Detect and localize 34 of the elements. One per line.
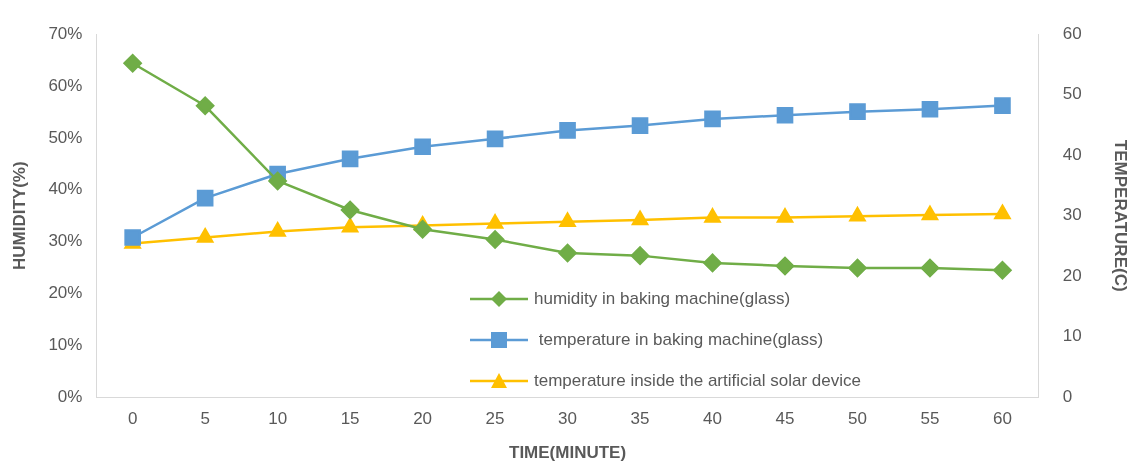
y-tick-label: 0% — [57, 386, 83, 406]
x-tick-label: 10 — [268, 409, 288, 429]
legend-label: humidity in baking machine(glass) — [534, 288, 791, 309]
x-tick-label: 45 — [775, 409, 795, 429]
y-tick-label: 20% — [48, 283, 83, 303]
x-tick-label: 25 — [485, 409, 505, 429]
x-tick-label: 55 — [920, 409, 940, 429]
y2-axis-title: TEMPERATURE(C) — [1111, 139, 1131, 292]
y-tick-label: 10% — [48, 335, 83, 355]
x-tick-label: 40 — [703, 409, 722, 429]
x-tick-label: 20 — [413, 409, 433, 429]
y2-tick-label: 30 — [1062, 205, 1082, 225]
legend-label: temperature in baking machine(glass) — [537, 329, 824, 350]
y2-tick-label: 50 — [1062, 84, 1082, 104]
x-tick-label: 50 — [848, 409, 867, 429]
x-tick-label: 0 — [127, 409, 138, 429]
y2-tick-label: 60 — [1062, 23, 1082, 43]
y2-tick-label: 40 — [1062, 144, 1082, 164]
y-tick-label: 70% — [48, 23, 83, 43]
x-tick-label: 5 — [200, 409, 210, 429]
x-tick-label: 30 — [558, 409, 578, 429]
y-tick-label: 40% — [48, 179, 83, 199]
y2-tick-label: 0 — [1062, 386, 1073, 406]
y-tick-label: 50% — [48, 127, 83, 147]
y-tick-label: 30% — [48, 231, 83, 251]
y2-tick-label: 20 — [1062, 265, 1082, 285]
y-tick-label: 60% — [48, 75, 83, 95]
y-axis-title: HUMIDITY(%) — [9, 161, 29, 270]
x-tick-label: 35 — [630, 409, 650, 429]
y2-tick-label: 10 — [1062, 326, 1082, 346]
x-tick-label: 15 — [340, 409, 360, 429]
legend-label: temperature inside the artificial solar device — [534, 370, 861, 391]
x-tick-label: 60 — [992, 409, 1012, 429]
x-axis-title: TIME(MINUTE) — [509, 443, 627, 463]
